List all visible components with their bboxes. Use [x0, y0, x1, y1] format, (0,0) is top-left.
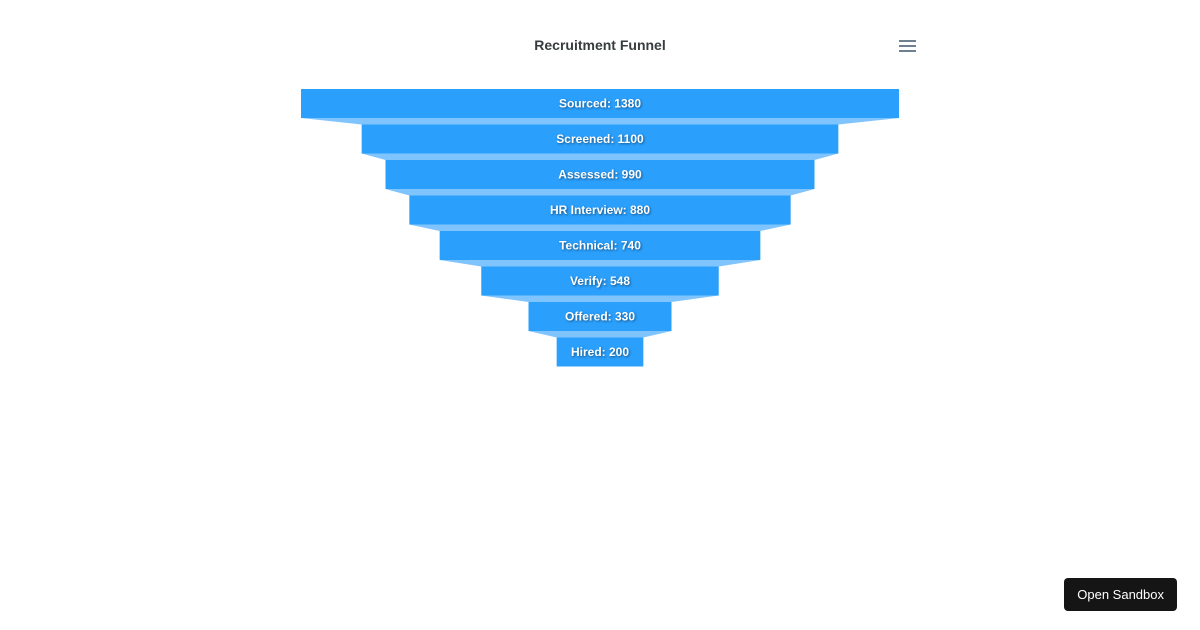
funnel-bar-screened[interactable]	[361, 124, 839, 154]
funnel-bar-label: Offered: 330	[565, 310, 635, 324]
funnel-bar-label: Screened: 1100	[556, 132, 644, 146]
funnel-connector	[361, 153, 839, 160]
chart-title: Recruitment Funnel	[534, 37, 666, 53]
funnel-bar-label: Verify: 548	[570, 274, 630, 288]
funnel-connector	[439, 260, 761, 267]
funnel-connector	[301, 118, 899, 125]
funnel-bar-technical[interactable]	[439, 231, 761, 260]
funnel-bar-sourced[interactable]	[301, 89, 899, 118]
funnel-bar-offered[interactable]	[528, 302, 672, 331]
funnel-bar-label: Sourced: 1380	[559, 97, 641, 111]
funnel-bar-verify[interactable]	[481, 266, 719, 296]
funnel-connector	[409, 224, 791, 231]
funnel-connector	[528, 331, 672, 338]
funnel-connector	[385, 189, 815, 196]
funnel-bar-hired[interactable]	[556, 337, 644, 367]
hamburger-menu-icon[interactable]	[899, 40, 916, 54]
funnel-bar-label: Assessed: 990	[558, 168, 642, 182]
funnel-bar-hr-interview[interactable]	[409, 195, 791, 225]
funnel-bar-label: Hired: 200	[571, 345, 629, 359]
funnel-bar-label: Technical: 740	[559, 239, 641, 253]
funnel-connector	[481, 295, 719, 302]
funnel-bar-label: HR Interview: 880	[550, 203, 650, 217]
funnel-bar-assessed[interactable]	[385, 160, 815, 189]
open-sandbox-button[interactable]: Open Sandbox	[1064, 578, 1177, 611]
